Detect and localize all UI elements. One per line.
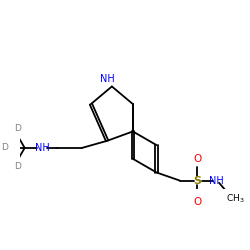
Text: NH: NH <box>210 176 224 186</box>
Text: S: S <box>194 176 202 186</box>
Text: D: D <box>14 124 21 134</box>
Text: O: O <box>193 154 202 164</box>
Text: NH: NH <box>100 74 114 84</box>
Text: CH$_3$: CH$_3$ <box>226 193 244 205</box>
Text: D: D <box>14 162 21 172</box>
Text: D: D <box>1 144 8 152</box>
Text: NH: NH <box>35 143 50 153</box>
Text: O: O <box>193 197 202 207</box>
